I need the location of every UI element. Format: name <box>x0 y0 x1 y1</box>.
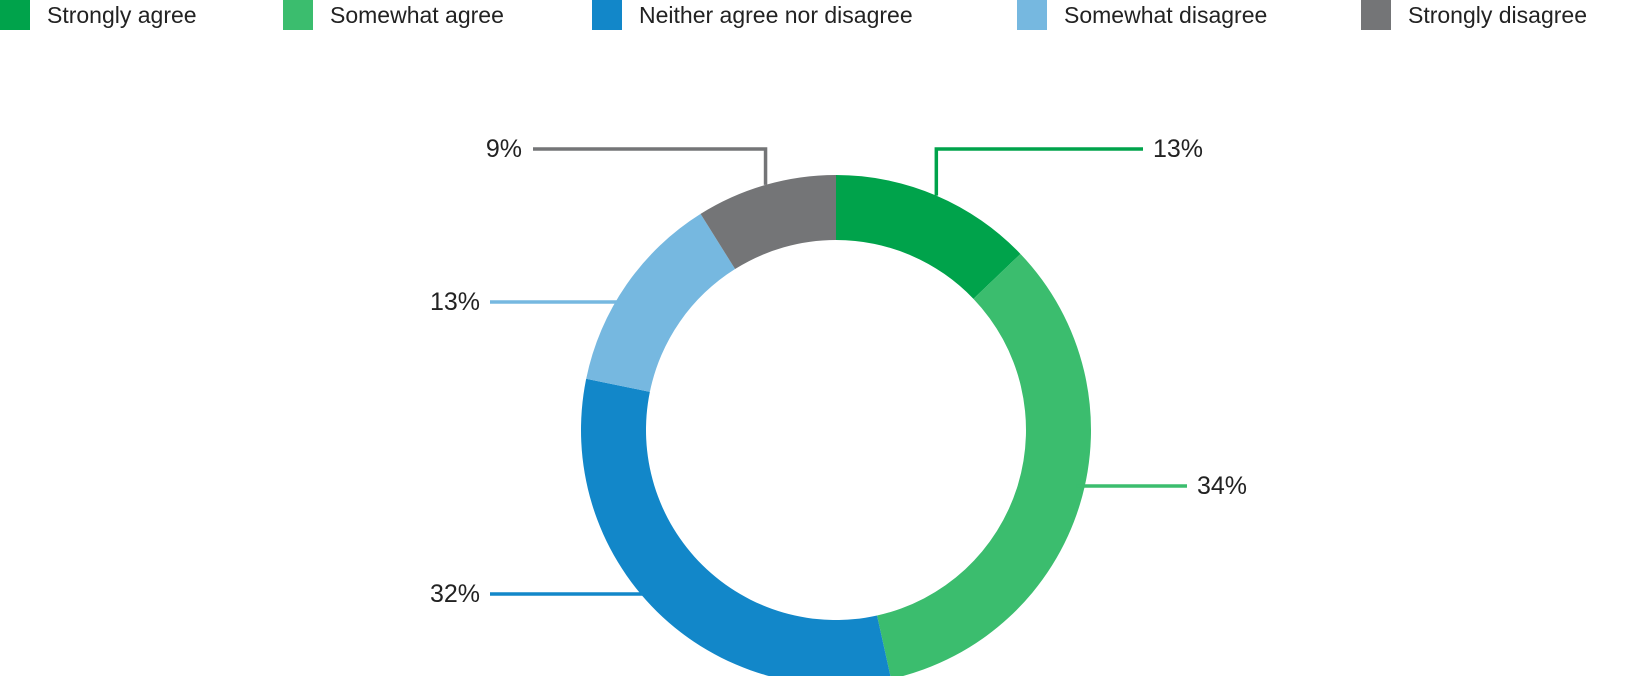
legend-item-somewhat-agree: Somewhat agree <box>283 0 504 30</box>
legend-label-strongly-agree: Strongly agree <box>47 2 197 28</box>
slice-somewhat-agree <box>877 253 1091 676</box>
value-label-strongly-disagree: 9% <box>486 135 522 163</box>
legend-item-strongly-disagree: Strongly disagree <box>1361 0 1587 30</box>
legend-swatch-somewhat-disagree <box>1017 0 1047 30</box>
chart-legend: Strongly agree Somewhat agree Neither ag… <box>0 0 1638 30</box>
legend-item-somewhat-disagree: Somewhat disagree <box>1017 0 1267 30</box>
legend-label-strongly-disagree: Strongly disagree <box>1408 2 1587 28</box>
value-label-somewhat-agree: 34% <box>1197 472 1247 500</box>
legend-label-somewhat-agree: Somewhat agree <box>330 2 504 28</box>
slice-somewhat-disagree <box>586 213 736 392</box>
slice-neither-agree-nor-disagree <box>581 378 891 676</box>
leader-lines <box>490 147 1187 596</box>
legend-swatch-neither <box>592 0 622 30</box>
legend-swatch-somewhat-agree <box>283 0 313 30</box>
slice-strongly-disagree <box>700 175 836 270</box>
legend-item-strongly-agree: Strongly agree <box>0 0 197 30</box>
legend-label-neither: Neither agree nor disagree <box>639 2 913 28</box>
slice-strongly-agree <box>836 175 1021 299</box>
legend-item-neither: Neither agree nor disagree <box>592 0 913 30</box>
value-label-strongly-agree: 13% <box>1153 135 1203 163</box>
legend-label-somewhat-disagree: Somewhat disagree <box>1064 2 1268 28</box>
donut-slices <box>581 175 1091 676</box>
value-labels: 13% 34% 32% 13% 9% <box>430 135 1247 608</box>
leader-line-strongly-disagree <box>533 147 768 185</box>
legend-swatch-strongly-disagree <box>1361 0 1391 30</box>
value-label-somewhat-disagree: 13% <box>430 288 480 316</box>
value-label-neither-agree-nor-disagree: 32% <box>430 580 480 608</box>
leader-line-strongly-agree <box>934 147 1143 196</box>
legend-swatch-strongly-agree <box>0 0 30 30</box>
